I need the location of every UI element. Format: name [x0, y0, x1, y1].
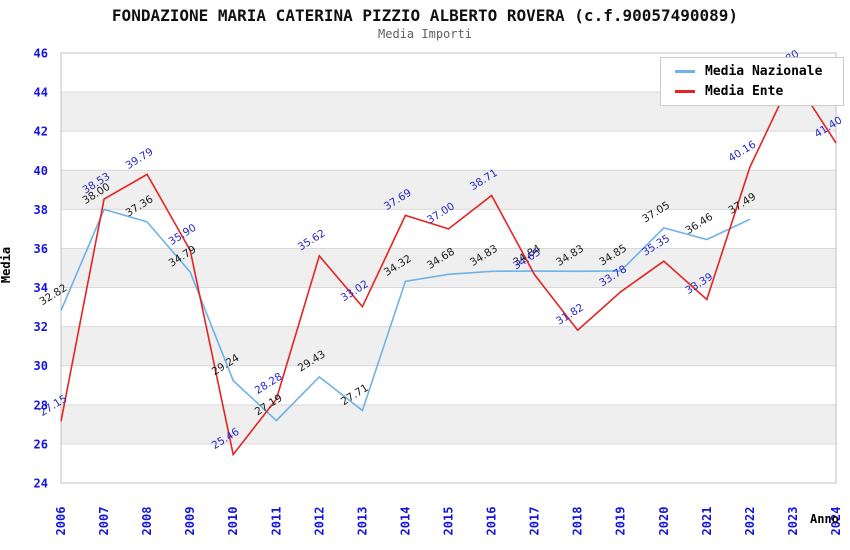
legend-label: Media Nazionale — [705, 63, 823, 79]
y-tick-label: 38 — [34, 203, 48, 217]
series-line-media-nazionale — [60, 208, 751, 422]
plot-band — [61, 170, 836, 210]
plot-border — [60, 52, 837, 484]
y-tick-label: 42 — [34, 125, 48, 139]
y-tick-label: 40 — [34, 164, 48, 178]
x-tick-label: 2008 — [140, 507, 154, 536]
y-tick-label: 46 — [34, 47, 48, 61]
data-label: 35.90 — [167, 222, 199, 248]
legend: Media Nazionale Media Ente — [660, 57, 844, 106]
y-axis-title: Media — [0, 246, 13, 284]
y-tick-label: 32 — [34, 320, 48, 334]
series-line-media-ente — [60, 74, 837, 457]
x-axis-title: Anno — [810, 512, 839, 526]
x-tick-label: 2018 — [571, 507, 585, 536]
plot-band — [61, 404, 836, 444]
x-tick-label: 2007 — [97, 507, 111, 536]
plot-band — [61, 326, 836, 366]
x-tick-label: 2010 — [226, 507, 240, 536]
legend-item-media-ente: Media Ente — [661, 81, 843, 101]
chart-subtitle: Media Importi — [378, 27, 472, 41]
x-tick-label: 2015 — [442, 507, 456, 536]
x-tick-label: 2019 — [614, 507, 628, 536]
x-tick-label: 2022 — [743, 507, 757, 536]
x-tick-label: 2014 — [398, 507, 412, 536]
y-tick-label: 34 — [34, 281, 48, 295]
x-tick-label: 2024 — [829, 507, 843, 536]
x-tick-label: 2016 — [485, 507, 499, 536]
legend-line-swatch — [675, 89, 695, 93]
legend-line-swatch — [675, 69, 695, 73]
x-tick-label: 2017 — [528, 507, 542, 536]
x-tick-label: 2020 — [657, 507, 671, 536]
y-tick-label: 44 — [34, 86, 48, 100]
data-label: 28.28 — [253, 371, 285, 397]
plot-band — [61, 248, 836, 288]
data-label: 36.46 — [683, 211, 715, 237]
x-tick-label: 2011 — [269, 507, 283, 536]
x-tick-label: 2013 — [355, 507, 369, 536]
x-tick-label: 2006 — [54, 507, 68, 536]
x-tick-label: 2023 — [786, 507, 800, 536]
x-tick-label: 2009 — [183, 507, 197, 536]
x-tick-label: 2021 — [700, 507, 714, 536]
y-tick-label: 30 — [34, 359, 48, 373]
x-tick-label: 2012 — [312, 507, 326, 536]
chart-title: FONDAZIONE MARIA CATERINA PIZZIO ALBERTO… — [111, 6, 739, 25]
legend-label: Media Ente — [705, 83, 784, 99]
legend-item-media-nazionale: Media Nazionale — [661, 61, 843, 81]
y-tick-label: 24 — [34, 477, 48, 491]
y-tick-label: 26 — [34, 437, 48, 451]
y-tick-label: 36 — [34, 242, 48, 256]
y-tick-label: 28 — [34, 398, 48, 412]
data-label: 39.79 — [124, 146, 156, 172]
